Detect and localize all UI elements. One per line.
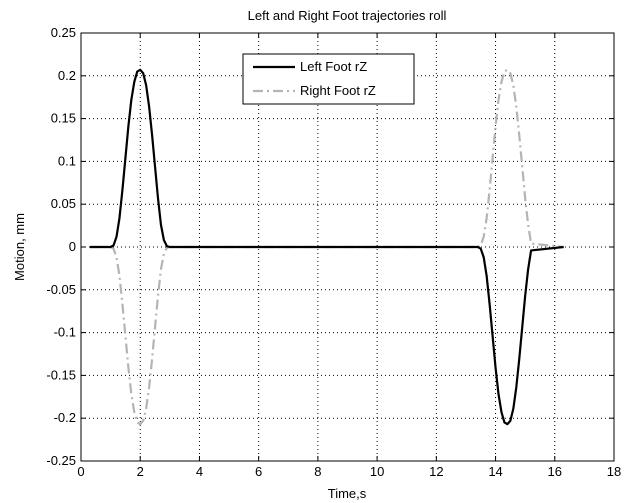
y-tick-label: -0.25 bbox=[46, 453, 76, 468]
legend-box bbox=[242, 53, 415, 105]
axis-ticks bbox=[80, 32, 615, 462]
x-tick-label: 8 bbox=[314, 464, 321, 479]
x-tick-label: 0 bbox=[77, 464, 84, 479]
y-tick-label: -0.05 bbox=[46, 282, 76, 297]
y-tick-label: 0.15 bbox=[51, 111, 76, 126]
y-tick-label: 0.2 bbox=[58, 68, 76, 83]
y-tick-label: 0.05 bbox=[51, 196, 76, 211]
y-tick-label: -0.15 bbox=[46, 367, 76, 382]
legend-label: Left Foot rZ bbox=[300, 59, 367, 74]
x-tick-label: 4 bbox=[196, 464, 203, 479]
x-axis-tick-labels: 0 2 4 6 8 10 12 14 16 18 bbox=[77, 464, 621, 479]
legend: Left Foot rZ Right Foot rZ bbox=[242, 53, 415, 105]
y-axis-title: Motion, mm bbox=[12, 213, 27, 281]
x-axis-title: Time,s bbox=[328, 486, 367, 501]
series-lines bbox=[89, 68, 564, 426]
x-tick-label: 6 bbox=[255, 464, 262, 479]
x-tick-label: 12 bbox=[429, 464, 443, 479]
y-tick-label: 0.25 bbox=[51, 25, 76, 40]
y-tick-label: -0.2 bbox=[54, 410, 76, 425]
x-tick-label: 2 bbox=[137, 464, 144, 479]
y-tick-label: -0.1 bbox=[54, 325, 76, 340]
x-tick-label: 14 bbox=[488, 464, 502, 479]
x-tick-label: 10 bbox=[370, 464, 384, 479]
legend-label: Right Foot rZ bbox=[300, 83, 376, 98]
y-tick-label: 0 bbox=[69, 239, 76, 254]
x-tick-label: 16 bbox=[548, 464, 562, 479]
chart-title: Left and Right Foot trajectories roll bbox=[248, 8, 447, 23]
x-tick-label: 18 bbox=[607, 464, 621, 479]
y-axis-tick-labels: -0.25 -0.2 -0.15 -0.1 -0.05 0 0.05 0.1 0.15 0.2 0.… bbox=[46, 25, 76, 468]
y-tick-label: 0.1 bbox=[58, 153, 76, 168]
series-line-left-foot bbox=[89, 68, 564, 426]
